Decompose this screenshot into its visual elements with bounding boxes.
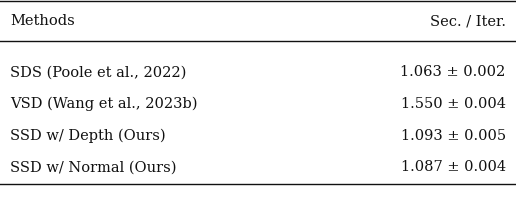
Text: Sec. / Iter.: Sec. / Iter. [430,14,506,28]
Text: SSD w/ Depth (Ours): SSD w/ Depth (Ours) [10,129,166,143]
Text: 1.063 ± 0.002: 1.063 ± 0.002 [400,65,506,79]
Text: 1.550 ± 0.004: 1.550 ± 0.004 [401,97,506,111]
Text: Methods: Methods [10,14,75,28]
Text: 1.093 ± 0.005: 1.093 ± 0.005 [400,129,506,143]
Text: SSD w/ Normal (Ours): SSD w/ Normal (Ours) [10,160,177,174]
Text: VSD (Wang et al., 2023b): VSD (Wang et al., 2023b) [10,97,198,111]
Text: SDS (Poole et al., 2022): SDS (Poole et al., 2022) [10,65,187,79]
Text: 1.087 ± 0.004: 1.087 ± 0.004 [400,160,506,174]
